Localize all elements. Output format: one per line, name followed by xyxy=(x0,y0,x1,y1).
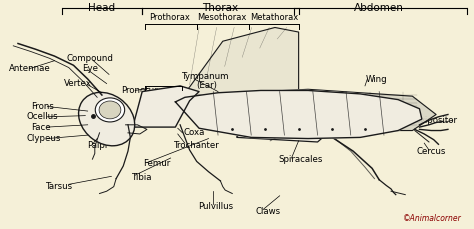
Text: Abdomen: Abdomen xyxy=(354,3,404,14)
Polygon shape xyxy=(175,90,422,139)
Text: Wing: Wing xyxy=(366,74,388,84)
Text: Clypeus: Clypeus xyxy=(26,134,61,143)
Text: Antennae: Antennae xyxy=(9,64,50,73)
Text: Cercus: Cercus xyxy=(417,147,446,156)
Text: Palpi: Palpi xyxy=(87,141,107,150)
Text: Thorax: Thorax xyxy=(202,3,238,14)
Text: Trochanter: Trochanter xyxy=(174,141,219,150)
Text: Frons: Frons xyxy=(31,102,54,111)
Ellipse shape xyxy=(95,98,125,122)
Text: Face: Face xyxy=(31,123,50,132)
Text: Pronotum: Pronotum xyxy=(121,86,163,95)
Text: Coxa: Coxa xyxy=(183,128,205,137)
Text: Mesothorax: Mesothorax xyxy=(198,13,247,22)
Text: Compound: Compound xyxy=(67,54,113,63)
Text: Pulvillus: Pulvillus xyxy=(198,202,233,211)
Text: Tibia: Tibia xyxy=(132,173,153,182)
Text: ©Animalcorner: ©Animalcorner xyxy=(403,214,462,223)
Text: Prothorax: Prothorax xyxy=(149,13,190,22)
Text: Spiracales: Spiracales xyxy=(279,155,323,164)
Polygon shape xyxy=(175,89,436,131)
Text: Ocellus: Ocellus xyxy=(26,112,58,121)
Text: Femur: Femur xyxy=(143,159,170,168)
Text: Head: Head xyxy=(88,3,116,14)
Text: Tarsus: Tarsus xyxy=(46,182,73,191)
Text: Metathorax: Metathorax xyxy=(250,13,298,22)
Text: Eye: Eye xyxy=(82,64,98,73)
Text: Tympanum: Tympanum xyxy=(182,72,230,81)
Polygon shape xyxy=(175,27,299,103)
Text: Ovipositor: Ovipositor xyxy=(413,116,457,125)
Ellipse shape xyxy=(99,101,121,119)
Text: Vertex: Vertex xyxy=(64,79,92,88)
Text: (Ear): (Ear) xyxy=(196,81,217,90)
Polygon shape xyxy=(237,124,329,142)
Polygon shape xyxy=(133,86,199,127)
Ellipse shape xyxy=(79,92,135,146)
Text: Claws: Claws xyxy=(255,207,281,216)
